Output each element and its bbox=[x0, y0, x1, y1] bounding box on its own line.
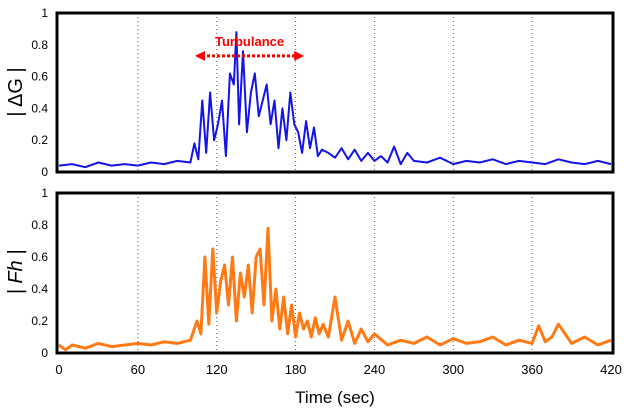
bottom-x-tick-label: 420 bbox=[600, 362, 622, 377]
top-y-tick-label: 0.6 bbox=[31, 70, 48, 84]
bottom-y-tick-label: 0.8 bbox=[31, 218, 48, 232]
bottom-y-tick-label: 0.4 bbox=[31, 282, 48, 296]
bottom-x-tick-label: 0 bbox=[55, 362, 62, 377]
bottom-x-tick-label: 300 bbox=[442, 362, 464, 377]
top-panel: 0 0.2 0.4 0.6 0.8 1 | ΔG | Turbulance bbox=[5, 6, 615, 179]
bottom-x-tick-label: 360 bbox=[521, 362, 543, 377]
turbulence-label: Turbulance bbox=[215, 34, 284, 49]
top-y-tick-label: 0.2 bbox=[31, 133, 48, 147]
top-y-tick-label: 1 bbox=[41, 6, 48, 20]
bottom-x-tick-label: 180 bbox=[285, 362, 307, 377]
bottom-series-line bbox=[58, 226, 612, 352]
x-axis-label: Time (sec) bbox=[295, 388, 375, 407]
bottom-x-tick-label: 120 bbox=[206, 362, 228, 377]
top-grid bbox=[137, 13, 533, 172]
top-y-ticks: 0 0.2 0.4 0.6 0.8 1 bbox=[31, 6, 48, 179]
bottom-frame bbox=[55, 191, 615, 355]
bottom-y-tick-label: 0.6 bbox=[31, 250, 48, 264]
top-frame bbox=[55, 11, 615, 174]
bottom-y-ticks: 0 0.2 0.4 0.6 0.8 1 bbox=[31, 186, 48, 360]
bottom-grid bbox=[137, 193, 533, 353]
turbulence-annotation: Turbulance bbox=[195, 34, 305, 61]
bottom-x-tick-label: 60 bbox=[131, 362, 145, 377]
bottom-y-tick-label: 0 bbox=[41, 346, 48, 360]
top-y-axis-label: | ΔG | bbox=[5, 67, 27, 116]
bottom-x-ticks: 0 60 120 180 240 300 360 420 bbox=[55, 362, 621, 377]
bottom-y-axis-label: | Fh | bbox=[5, 250, 27, 295]
bottom-y-tick-label: 0.2 bbox=[31, 314, 48, 328]
top-y-tick-label: 0.4 bbox=[31, 101, 48, 115]
top-y-tick-label: 0 bbox=[41, 165, 48, 179]
top-series-line bbox=[58, 31, 612, 169]
bottom-x-tick-label: 240 bbox=[364, 362, 386, 377]
bottom-y-tick-label: 1 bbox=[41, 186, 48, 200]
bottom-panel: 0 0.2 0.4 0.6 0.8 1 0 60 120 180 240 300 360 420 | F… bbox=[5, 186, 622, 407]
top-y-tick-label: 0.8 bbox=[31, 38, 48, 52]
